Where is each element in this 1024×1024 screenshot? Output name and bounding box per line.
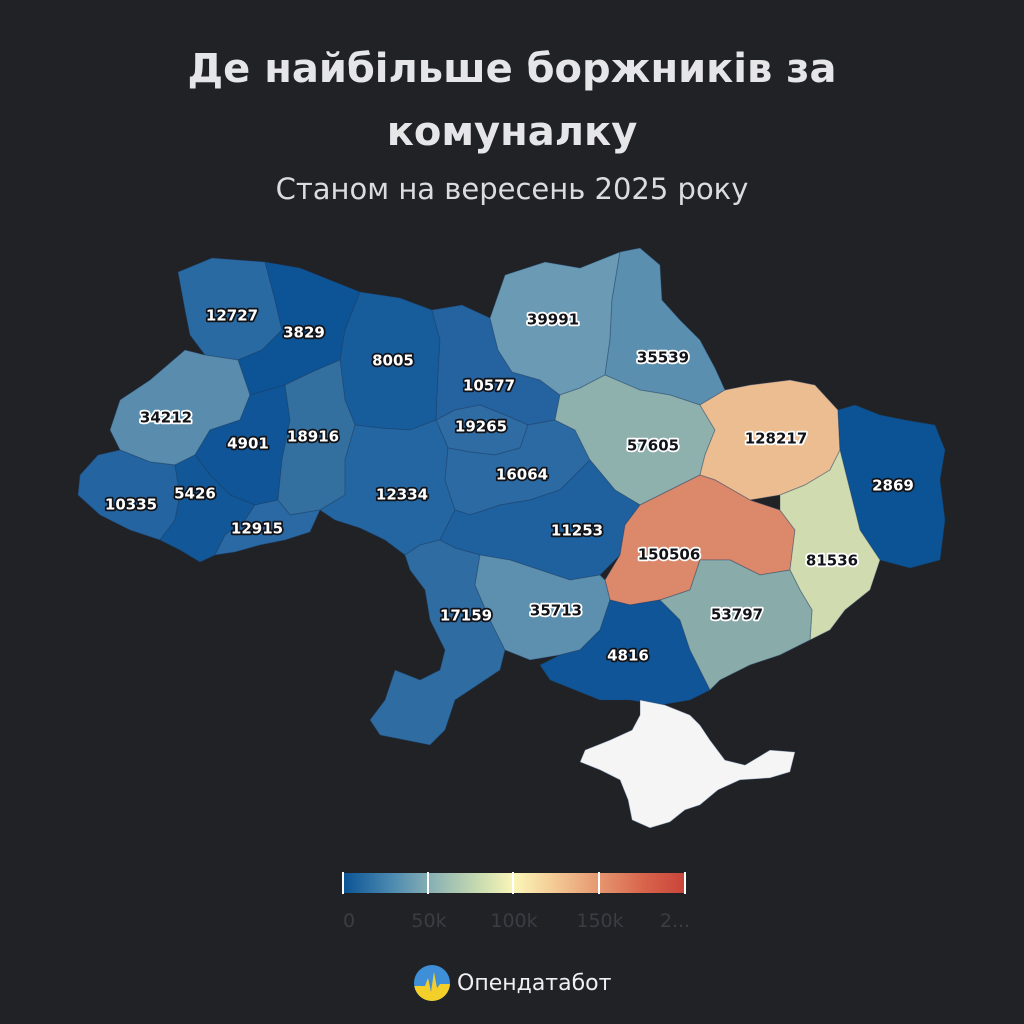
label-khmelnytskyi: 18916: [287, 428, 339, 446]
label-kharkiv: 128217: [745, 430, 808, 448]
brand-name: Опендатабот: [457, 970, 612, 996]
legend-label: 50k: [411, 910, 447, 932]
label-mykolaiv: 35713: [530, 602, 582, 620]
brand: Опендатабот: [413, 964, 611, 1002]
legend-tick: [598, 872, 600, 894]
label-ternopil: 4901: [227, 435, 269, 453]
chart-title-line-1: Де найбільше боржників за: [187, 46, 837, 92]
label-poltava: 57605: [627, 437, 679, 455]
label-kyiv-city: 19265: [455, 418, 507, 436]
region-zaporizhzhia[interactable]: [659, 559, 813, 691]
legend-tick: [684, 872, 686, 894]
label-odesa: 17159: [440, 607, 492, 625]
region-donetsk[interactable]: [779, 448, 881, 641]
label-kherson: 4816: [607, 647, 649, 665]
label-volyn: 12727: [206, 307, 258, 325]
legend-label: 100k: [490, 910, 538, 932]
label-donetsk: 81536: [806, 552, 858, 570]
legend-label: 2...: [659, 910, 691, 932]
legend-label: 0: [342, 910, 356, 932]
legend-tick: [512, 872, 514, 894]
label-chernihiv: 39991: [527, 311, 579, 329]
region-sumy[interactable]: [604, 247, 726, 406]
opendatabot-logo-icon: [414, 965, 450, 1001]
legend-label: 150k: [576, 910, 624, 932]
label-lviv: 34212: [140, 409, 192, 427]
color-scale-legend: [342, 872, 686, 894]
legend-labels: 0 50k 100k 150k 2...: [330, 910, 700, 934]
label-rivne: 3829: [283, 324, 325, 342]
legend-tick: [427, 872, 429, 894]
label-zhytomyr: 8005: [372, 352, 414, 370]
label-sumy: 35539: [637, 349, 689, 367]
chart-subtitle: Станом на вересень 2025 року: [275, 172, 749, 206]
label-cherkasy: 16064: [496, 466, 548, 484]
region-chernivtsi[interactable]: [214, 499, 321, 556]
region-crimea[interactable]: [579, 699, 796, 829]
label-kyiv-oblast: 10577: [463, 377, 515, 395]
label-zakarpattia: 10335: [105, 496, 157, 514]
chart-title-line-2: комуналку: [386, 109, 638, 155]
label-zaporizhzhia: 53797: [711, 606, 763, 624]
label-dnipropetrovsk: 150506: [638, 546, 701, 564]
legend-tick: [342, 872, 344, 894]
label-kirovohrad: 11253: [551, 522, 603, 540]
label-ivano-frankivsk: 5426: [174, 485, 216, 503]
label-luhansk: 2869: [872, 477, 914, 495]
label-chernivtsi: 12915: [231, 520, 283, 538]
label-vinnytsia: 12334: [376, 486, 428, 504]
